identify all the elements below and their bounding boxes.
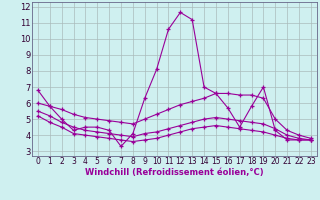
X-axis label: Windchill (Refroidissement éolien,°C): Windchill (Refroidissement éolien,°C) [85, 168, 264, 177]
